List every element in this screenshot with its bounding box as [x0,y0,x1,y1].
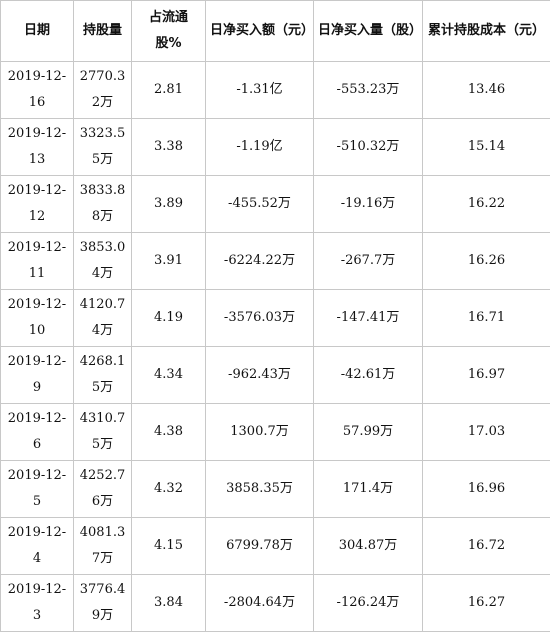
header-float-ratio: 占流通股% [131,0,206,62]
table-row: 2019-12-3 3776.49万 3.84 -2804.64万 -126.24万 16… [0,574,550,632]
cumulative-cost-cell: 16.72 [422,517,550,575]
table-row: 2019-12-12 3833.88万 3.89 -455.52万 -19.16万 16.… [0,175,550,233]
table-row: 2019-12-6 4310.75万 4.38 1300.7万 57.99万 17.03 [0,403,550,461]
net-buy-amount-cell: -6224.22万 [205,232,314,290]
header-row: 日期 持股量 占流通股% 日净买入额（元） 日净买入量（股） 累计持股成本（元） [0,0,550,62]
cumulative-cost-cell: 16.22 [422,175,550,233]
date-cell: 2019-12-11 [0,232,74,290]
cumulative-cost-cell: 16.97 [422,346,550,404]
date-cell: 2019-12-5 [0,460,74,518]
net-buy-volume-cell: 171.4万 [313,460,423,518]
float-ratio-cell: 3.89 [131,175,206,233]
cumulative-cost-cell: 15.14 [422,118,550,176]
float-ratio-cell: 4.19 [131,289,206,347]
net-buy-volume-cell: -510.32万 [313,118,423,176]
shares-cell: 3776.49万 [73,574,132,632]
cumulative-cost-cell: 17.03 [422,403,550,461]
net-buy-volume-cell: 57.99万 [313,403,423,461]
shares-cell: 4252.76万 [73,460,132,518]
net-buy-amount-cell: 1300.7万 [205,403,314,461]
float-ratio-cell: 3.91 [131,232,206,290]
net-buy-volume-cell: -147.41万 [313,289,423,347]
shares-cell: 4120.74万 [73,289,132,347]
net-buy-amount-cell: 3858.35万 [205,460,314,518]
float-ratio-cell: 4.38 [131,403,206,461]
shares-cell: 2770.32万 [73,61,132,119]
shares-cell: 3833.88万 [73,175,132,233]
table-body: 2019-12-16 2770.32万 2.81 -1.31亿 -553.23万 13.4… [0,61,550,632]
date-cell: 2019-12-10 [0,289,74,347]
header-shares: 持股量 [73,0,132,62]
date-cell: 2019-12-6 [0,403,74,461]
net-buy-volume-cell: -42.61万 [313,346,423,404]
table-header: 日期 持股量 占流通股% 日净买入额（元） 日净买入量（股） 累计持股成本（元） [0,0,550,62]
date-cell: 2019-12-9 [0,346,74,404]
shares-cell: 4268.15万 [73,346,132,404]
header-net-buy-amount: 日净买入额（元） [205,0,314,62]
cumulative-cost-cell: 16.96 [422,460,550,518]
shares-cell: 4081.37万 [73,517,132,575]
date-cell: 2019-12-16 [0,61,74,119]
net-buy-volume-cell: -553.23万 [313,61,423,119]
float-ratio-cell: 3.38 [131,118,206,176]
net-buy-volume-cell: 304.87万 [313,517,423,575]
date-cell: 2019-12-3 [0,574,74,632]
table-row: 2019-12-13 3323.55万 3.38 -1.19亿 -510.32万 15.1… [0,118,550,176]
date-cell: 2019-12-13 [0,118,74,176]
table-row: 2019-12-16 2770.32万 2.81 -1.31亿 -553.23万 13.4… [0,61,550,119]
cumulative-cost-cell: 13.46 [422,61,550,119]
float-ratio-cell: 4.15 [131,517,206,575]
shares-cell: 3853.04万 [73,232,132,290]
shares-cell: 3323.55万 [73,118,132,176]
table-row: 2019-12-4 4081.37万 4.15 6799.78万 304.87万 16.7… [0,517,550,575]
net-buy-amount-cell: -3576.03万 [205,289,314,347]
net-buy-amount-cell: -455.52万 [205,175,314,233]
float-ratio-cell: 3.84 [131,574,206,632]
net-buy-amount-cell: 6799.78万 [205,517,314,575]
table-row: 2019-12-9 4268.15万 4.34 -962.43万 -42.61万 16.9… [0,346,550,404]
net-buy-volume-cell: -19.16万 [313,175,423,233]
cumulative-cost-cell: 16.26 [422,232,550,290]
table-row: 2019-12-10 4120.74万 4.19 -3576.03万 -147.41万 1… [0,289,550,347]
header-net-buy-volume: 日净买入量（股） [313,0,423,62]
net-buy-volume-cell: -126.24万 [313,574,423,632]
table-row: 2019-12-11 3853.04万 3.91 -6224.22万 -267.7万 16… [0,232,550,290]
cumulative-cost-cell: 16.71 [422,289,550,347]
shares-cell: 4310.75万 [73,403,132,461]
date-cell: 2019-12-12 [0,175,74,233]
float-ratio-cell: 4.34 [131,346,206,404]
cumulative-cost-cell: 16.27 [422,574,550,632]
float-ratio-cell: 2.81 [131,61,206,119]
net-buy-amount-cell: -962.43万 [205,346,314,404]
date-cell: 2019-12-4 [0,517,74,575]
net-buy-volume-cell: -267.7万 [313,232,423,290]
header-cumulative-cost: 累计持股成本（元） [422,0,550,62]
net-buy-amount-cell: -2804.64万 [205,574,314,632]
float-ratio-cell: 4.32 [131,460,206,518]
net-buy-amount-cell: -1.31亿 [205,61,314,119]
net-buy-amount-cell: -1.19亿 [205,118,314,176]
table-row: 2019-12-5 4252.76万 4.32 3858.35万 171.4万 16.96 [0,460,550,518]
header-date: 日期 [0,0,74,62]
